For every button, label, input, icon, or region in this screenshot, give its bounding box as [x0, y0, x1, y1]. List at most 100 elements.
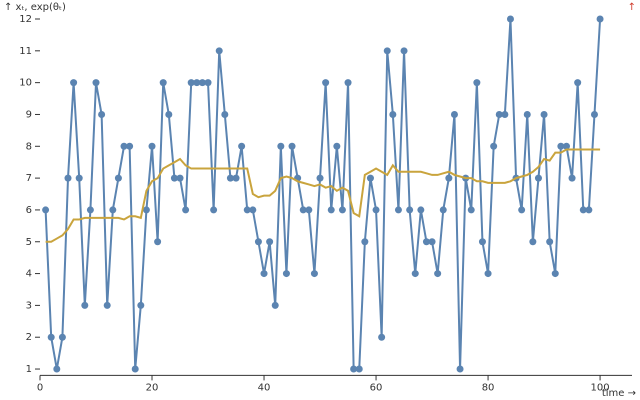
point [490, 142, 498, 150]
point [366, 174, 374, 182]
point [327, 206, 335, 214]
point [506, 15, 514, 23]
point [434, 270, 442, 278]
point [137, 301, 145, 309]
point [439, 206, 447, 214]
point [557, 142, 565, 150]
point [70, 79, 78, 87]
point [333, 142, 341, 150]
point [53, 365, 61, 373]
point [226, 174, 234, 182]
point [64, 174, 72, 182]
point [92, 79, 100, 87]
x-tick-label: 100 [591, 382, 610, 393]
y-tick-label: 8 [26, 141, 32, 152]
point [42, 206, 50, 214]
y-tick-label: 11 [19, 46, 32, 57]
point [109, 206, 117, 214]
point [75, 174, 83, 182]
point [529, 238, 537, 246]
point [322, 79, 330, 87]
point [86, 206, 94, 214]
point [142, 206, 150, 214]
point [47, 333, 55, 341]
point [445, 174, 453, 182]
point [154, 238, 162, 246]
point [215, 47, 223, 55]
point [182, 206, 190, 214]
y-tick-label: 6 [26, 205, 32, 216]
point [266, 238, 274, 246]
point [501, 110, 509, 118]
point [361, 238, 369, 246]
point [114, 174, 122, 182]
point [198, 79, 206, 87]
point [400, 47, 408, 55]
y-tick-label: 12 [19, 14, 32, 25]
point [81, 301, 89, 309]
point [473, 79, 481, 87]
point [484, 270, 492, 278]
point [546, 238, 554, 246]
point [165, 110, 173, 118]
point [383, 47, 391, 55]
point [540, 110, 548, 118]
point [299, 206, 307, 214]
point [568, 174, 576, 182]
point [120, 142, 128, 150]
point [193, 79, 201, 87]
point [467, 206, 475, 214]
point [394, 206, 402, 214]
point [344, 79, 352, 87]
x-tick-label: 80 [482, 382, 495, 393]
y-tick-label: 9 [26, 109, 32, 120]
x-axis-label: time → [602, 388, 636, 399]
y-tick-label: 3 [26, 300, 32, 311]
point [103, 301, 111, 309]
series-line [44, 18, 602, 371]
point [417, 206, 425, 214]
point [159, 79, 167, 87]
annotation: ↑ [628, 2, 636, 13]
point [210, 206, 218, 214]
point [523, 110, 531, 118]
y-tick-label: 7 [26, 173, 32, 184]
point [238, 142, 246, 150]
point [249, 206, 257, 214]
point [350, 365, 358, 373]
point [579, 206, 587, 214]
point [574, 79, 582, 87]
point [450, 110, 458, 118]
x-tick-label: 60 [370, 382, 383, 393]
point [254, 238, 262, 246]
point [58, 333, 66, 341]
y-axis-label: ↑ xₜ, exp(θₜ) [4, 2, 66, 13]
point [170, 174, 178, 182]
point [277, 142, 285, 150]
point [288, 142, 296, 150]
point [310, 270, 318, 278]
point [590, 110, 598, 118]
point [456, 365, 464, 373]
x-tick-label: 0 [37, 382, 43, 393]
point [422, 238, 430, 246]
point [176, 174, 184, 182]
point [428, 238, 436, 246]
y-tick-label: 2 [26, 332, 32, 343]
point [478, 238, 486, 246]
point [243, 206, 251, 214]
x-tick-label: 20 [146, 382, 159, 393]
point [148, 142, 156, 150]
point [316, 174, 324, 182]
point [372, 206, 380, 214]
point [495, 110, 503, 118]
y-tick-label: 5 [26, 237, 32, 248]
point [232, 174, 240, 182]
point [585, 206, 593, 214]
y-tick-label: 1 [26, 364, 32, 375]
y-tick-label: 10 [19, 78, 32, 89]
point [338, 206, 346, 214]
point [131, 365, 139, 373]
point [406, 206, 414, 214]
